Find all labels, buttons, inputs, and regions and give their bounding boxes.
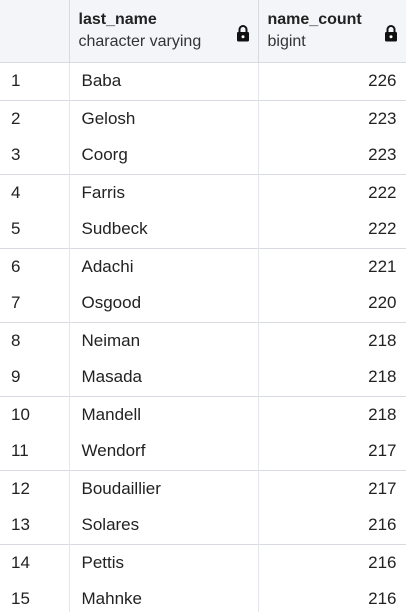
cell-last-name[interactable]: Solares: [69, 507, 259, 544]
row-number[interactable]: 4: [0, 173, 70, 211]
cell-name-count[interactable]: 218: [258, 395, 406, 433]
table-row[interactable]: 15 Mahnke 216: [0, 581, 406, 612]
cell-last-name[interactable]: Boudaillier: [69, 469, 259, 507]
cell-name-count[interactable]: 216: [258, 507, 406, 544]
column-name: name_count: [267, 11, 362, 28]
table-row[interactable]: 12 Boudaillier 217: [0, 469, 406, 507]
row-number[interactable]: 13: [0, 507, 70, 544]
row-number[interactable]: 14: [0, 543, 70, 581]
cell-last-name[interactable]: Baba: [69, 62, 259, 100]
table-row[interactable]: 4 Farris 222: [0, 173, 406, 211]
row-number[interactable]: 5: [0, 211, 70, 248]
cell-last-name[interactable]: Masada: [69, 359, 259, 396]
lock-icon: [384, 25, 397, 42]
row-number[interactable]: 15: [0, 581, 70, 612]
row-number[interactable]: 7: [0, 285, 70, 322]
table-row[interactable]: 3 Coorg 223: [0, 137, 406, 174]
cell-name-count[interactable]: 217: [258, 433, 406, 470]
lock-icon: [236, 25, 249, 42]
cell-last-name[interactable]: Wendorf: [69, 433, 259, 470]
row-number[interactable]: 2: [0, 99, 70, 137]
cell-last-name[interactable]: Gelosh: [69, 99, 259, 137]
column-type: bigint: [267, 33, 306, 50]
cell-last-name[interactable]: Neiman: [69, 321, 259, 359]
cell-name-count[interactable]: 218: [258, 321, 406, 359]
row-number[interactable]: 10: [0, 395, 70, 433]
cell-name-count[interactable]: 217: [258, 469, 406, 507]
column-name: last_name: [78, 11, 157, 28]
cell-name-count[interactable]: 223: [258, 137, 406, 174]
cell-name-count[interactable]: 216: [258, 543, 406, 581]
cell-last-name[interactable]: Mahnke: [69, 581, 259, 612]
cell-last-name[interactable]: Osgood: [69, 285, 259, 322]
cell-name-count[interactable]: 218: [258, 359, 406, 396]
cell-name-count[interactable]: 226: [258, 62, 406, 100]
row-number[interactable]: 9: [0, 359, 70, 396]
cell-name-count[interactable]: 220: [258, 285, 406, 322]
table-row[interactable]: 11 Wendorf 217: [0, 433, 406, 470]
row-number[interactable]: 1: [0, 62, 70, 100]
cell-name-count[interactable]: 222: [258, 211, 406, 248]
row-number[interactable]: 3: [0, 137, 70, 174]
row-number[interactable]: 12: [0, 469, 70, 507]
cell-last-name[interactable]: Mandell: [69, 395, 259, 433]
row-number[interactable]: 8: [0, 321, 70, 359]
table-body: 1 Baba 226 2 Gelosh 223 3 Coorg 223 4 Fa…: [0, 62, 406, 612]
row-number[interactable]: 6: [0, 247, 70, 285]
table-row[interactable]: 2 Gelosh 223: [0, 99, 406, 137]
cell-last-name[interactable]: Adachi: [69, 247, 259, 285]
table-row[interactable]: 9 Masada 218: [0, 359, 406, 396]
table-row[interactable]: 6 Adachi 221: [0, 247, 406, 285]
cell-last-name[interactable]: Sudbeck: [69, 211, 259, 248]
row-number[interactable]: 11: [0, 433, 70, 470]
table-row[interactable]: 14 Pettis 216: [0, 543, 406, 581]
header-row: last_name character varying name_count b…: [0, 0, 406, 63]
table-row[interactable]: 13 Solares 216: [0, 507, 406, 544]
cell-last-name[interactable]: Pettis: [69, 543, 259, 581]
cell-last-name[interactable]: Coorg: [69, 137, 259, 174]
column-type: character varying: [78, 33, 202, 50]
cell-name-count[interactable]: 221: [258, 247, 406, 285]
cell-name-count[interactable]: 216: [258, 581, 406, 612]
select-all-corner[interactable]: [0, 0, 70, 63]
cell-last-name[interactable]: Farris: [69, 173, 259, 211]
table-row[interactable]: 7 Osgood 220: [0, 285, 406, 322]
column-header-name-count[interactable]: name_count bigint: [258, 0, 406, 63]
table-row[interactable]: 8 Neiman 218: [0, 321, 406, 359]
table-row[interactable]: 5 Sudbeck 222: [0, 211, 406, 248]
table-row[interactable]: 1 Baba 226: [0, 62, 406, 100]
table-row[interactable]: 10 Mandell 218: [0, 395, 406, 433]
column-header-last-name[interactable]: last_name character varying: [69, 0, 259, 63]
cell-name-count[interactable]: 222: [258, 173, 406, 211]
cell-name-count[interactable]: 223: [258, 99, 406, 137]
